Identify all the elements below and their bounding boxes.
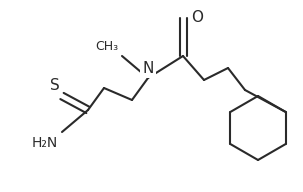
Text: CH₃: CH₃ [95,40,118,53]
Text: H₂N: H₂N [32,136,58,150]
Text: O: O [191,11,203,26]
Text: N: N [142,61,154,76]
Text: S: S [50,78,60,93]
